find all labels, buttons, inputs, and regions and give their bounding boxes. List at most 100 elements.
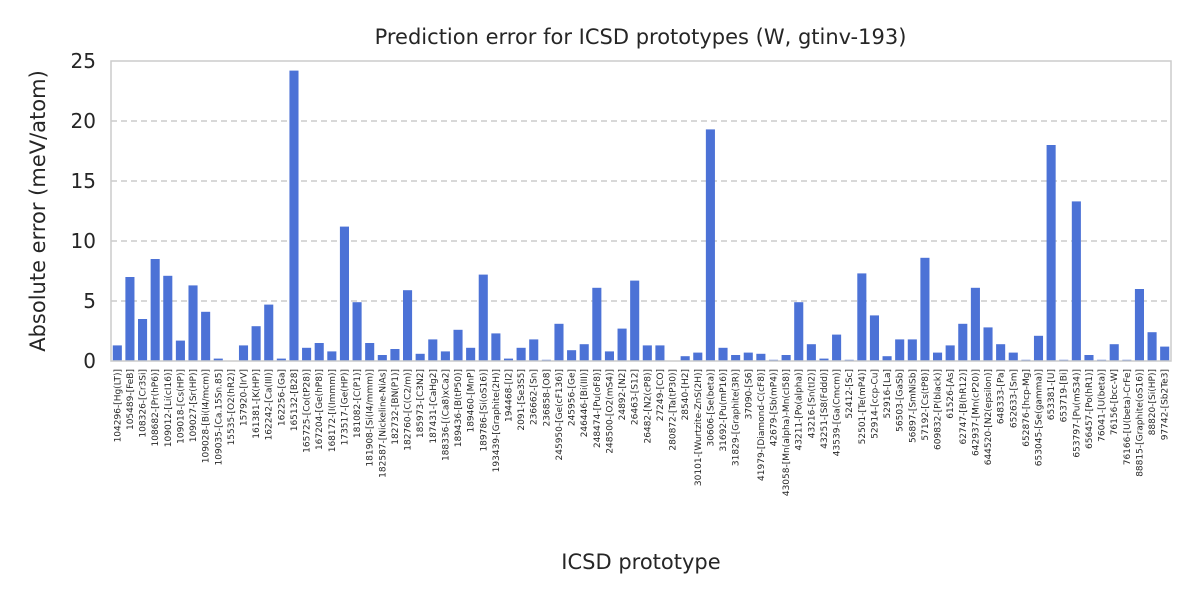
x-tick-label: 188336-[(Ca8)xCa2] — [441, 369, 451, 461]
bar — [794, 302, 804, 361]
x-tick-label: 62747-[B(hR12)] — [959, 369, 969, 445]
y-tick-label: 15 — [71, 169, 96, 193]
bar — [377, 355, 387, 361]
x-axis-label: ICSD prototype — [561, 550, 720, 574]
bar — [680, 356, 690, 361]
x-tick-label: 173517-[Ge(HP)] — [340, 369, 350, 445]
bar — [150, 259, 160, 361]
bar — [302, 347, 312, 361]
bar — [251, 326, 261, 361]
x-tick-label: 52501-[Te(mP4)] — [858, 369, 868, 444]
plot-frame — [110, 60, 1172, 362]
bar — [945, 345, 955, 361]
x-tick-label: 653381-[U] — [1047, 369, 1057, 420]
bar — [428, 339, 438, 361]
bar — [112, 345, 122, 361]
bar — [503, 358, 514, 361]
x-tick-label: 644520-[N2(epsilon)] — [984, 369, 994, 465]
x-tick-label: 642937-[Mn(cP20)] — [971, 369, 981, 456]
x-tick-label: 161381-[K(HP)] — [252, 369, 262, 439]
bar — [642, 345, 652, 361]
x-tick-label: 652876-[hcp-Mg] — [1022, 369, 1032, 447]
bar — [327, 351, 337, 361]
x-tick-label: 43216-[Sn(tI2)] — [807, 369, 817, 438]
x-tick-label: 109018-[Cs(HP)] — [176, 369, 186, 444]
x-tick-label: 162256-[Ga] — [277, 369, 287, 426]
x-tick-label: 109035-[Ca.15Sn.85] — [214, 369, 224, 465]
x-tick-label: 185973-[C3N2] — [416, 369, 426, 438]
x-tick-label: 182587-[Nickeline-NiAs] — [378, 369, 388, 478]
bar — [958, 323, 968, 361]
bar — [1084, 355, 1094, 361]
x-tick-label: 109028-[Bi(I4/mcm)] — [202, 369, 212, 463]
x-tick-label: 189436-[B(tP50)] — [454, 369, 464, 447]
x-tick-label: 656457-[Po(hR1)] — [1085, 369, 1095, 449]
bar — [996, 344, 1006, 361]
x-tick-label: 15535-[O2(hR2)] — [227, 369, 237, 445]
x-tick-label: 653719-[Bi] — [1060, 369, 1070, 422]
x-tick-label: 42679-[Sb(mP4)] — [770, 369, 780, 446]
x-tick-label: 109012-[Li(cI16)] — [164, 369, 174, 447]
bar — [1046, 145, 1056, 361]
bar — [819, 358, 829, 361]
bar — [415, 353, 425, 361]
x-tick-label: 43058-[Mn(alpha)-Mn(cI58)] — [782, 369, 792, 496]
x-tick-label: 31692-[Pu(mP16)] — [719, 369, 729, 452]
y-tick-label: 10 — [71, 229, 96, 253]
x-tick-label: 76156-[bcc-W] — [1110, 369, 1120, 435]
bar — [630, 280, 640, 361]
bar — [907, 339, 917, 361]
y-tick-label: 20 — [71, 109, 96, 133]
x-tick-label: 108326-[Cr3Si] — [139, 369, 149, 438]
x-tick-label: 181082-[C(P1)] — [353, 369, 363, 438]
bar — [175, 340, 185, 361]
bar — [869, 315, 879, 361]
bar — [718, 347, 728, 361]
bar — [365, 343, 375, 361]
x-tick-label: 76166-[U(beta)-CrFe] — [1123, 369, 1133, 465]
bars — [112, 70, 1170, 361]
x-tick-label: 43251-[S8(Fddd)] — [820, 369, 830, 449]
x-tick-label: 97742-[Sb2Te3] — [1161, 369, 1171, 440]
x-tick-label: 26482-[N2(cP8)] — [643, 369, 653, 443]
bar — [983, 327, 993, 361]
x-tick-label: 187431-[CaHg2] — [429, 369, 439, 444]
bar — [604, 351, 614, 361]
bar — [1109, 344, 1119, 361]
bar — [314, 343, 324, 361]
bar — [567, 350, 577, 361]
x-tick-label: 30101-[Wurtzite-ZnS(2H)] — [694, 369, 704, 486]
x-tick-label: 653797-[Pu(mS34)] — [1072, 369, 1082, 458]
bar — [1071, 201, 1081, 361]
x-tick-label: 181908-[Si(I4/mmm)] — [366, 369, 376, 467]
x-tick-label: 245956-[Ge] — [568, 369, 578, 426]
x-tick-label: 76041-[U(beta)] — [1098, 369, 1108, 442]
x-tick-label: 189460-[MnP] — [467, 369, 477, 433]
x-tick-label: 182732-[BN(P1)] — [391, 369, 401, 445]
bar — [138, 319, 148, 361]
x-tick-label: 43211-[Po(alpha)] — [795, 369, 805, 450]
x-tick-label: 56503-[GaSb] — [896, 369, 906, 432]
bar — [390, 349, 400, 361]
x-tick-label: 182760-[C(C2/m)] — [404, 369, 414, 451]
bar — [201, 311, 211, 361]
x-tick-label: 168172-[I(Immm)] — [328, 369, 338, 452]
bar — [491, 333, 501, 361]
x-tick-label: 41979-[Diamond-C(cF8)] — [757, 369, 767, 481]
bar — [743, 352, 753, 361]
x-tick-label: 88815-[Graphite(oS16)] — [1135, 369, 1145, 477]
x-tick-label: 165132-[B28] — [290, 369, 300, 431]
bar — [756, 353, 766, 361]
chart-title: Prediction error for ICSD prototypes (W,… — [375, 25, 907, 49]
x-tick-label: 2091-[Se3S5] — [517, 369, 527, 431]
bar — [920, 257, 930, 361]
bar — [832, 334, 842, 361]
bar — [516, 347, 526, 361]
x-tick-label: 105489-[FeB] — [126, 369, 136, 430]
y-tick-label: 5 — [83, 289, 96, 313]
x-tick-label: 52914-[ccp-Cu] — [870, 369, 880, 439]
bar — [339, 226, 349, 361]
bar — [188, 285, 198, 361]
bar — [1160, 346, 1170, 361]
bar — [693, 352, 703, 361]
